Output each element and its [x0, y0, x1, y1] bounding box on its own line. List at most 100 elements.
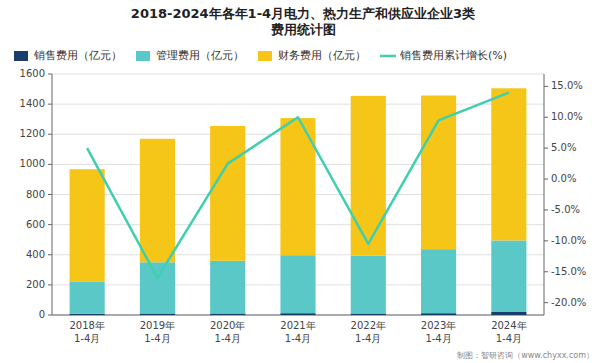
- tick-label: 15.0%: [551, 80, 583, 91]
- bar: [140, 313, 175, 315]
- tick-mark: [544, 240, 548, 241]
- marks: [70, 88, 527, 315]
- legend: 销售费用（亿元） 管理费用（亿元） 财务费用（亿元） 销售费用累计增长(%): [14, 49, 507, 62]
- tick-label-line: 1-4月: [215, 333, 241, 344]
- bar: [140, 139, 175, 263]
- title-line: 费用统计图: [270, 22, 336, 37]
- x-axis: 2018年1-4月2019年1-4月2020年1-4月2021年1-4月2022…: [52, 315, 544, 344]
- bar: [491, 240, 526, 312]
- tick-label: 1200: [20, 128, 45, 139]
- tick-label: 5.0%: [551, 142, 576, 153]
- tick-mark: [48, 134, 52, 135]
- tick-label-line: 2022年: [351, 320, 386, 331]
- tick-label: 800: [26, 189, 45, 200]
- legend-item: 财务费用（亿元）: [258, 49, 366, 62]
- grid: [52, 74, 544, 315]
- tick-mark: [544, 179, 548, 180]
- tick-label: -15.0%: [551, 266, 586, 277]
- bar: [210, 126, 245, 261]
- tick-label: -10.0%: [551, 235, 586, 246]
- tick-label: 2018年 1-4月: [69, 320, 104, 344]
- bar: [491, 312, 526, 315]
- tick-mark: [48, 254, 52, 255]
- tick-label-line: 2021年: [280, 320, 315, 331]
- bar: [70, 281, 105, 313]
- tick-label: 600: [26, 219, 45, 230]
- tick-label: -20.0%: [551, 297, 586, 308]
- tick-mark: [48, 315, 52, 316]
- legend-label: 销售费用（亿元）: [33, 49, 122, 62]
- tick-label-line: 1-4月: [285, 333, 311, 344]
- tick-mark: [48, 104, 52, 105]
- tick-label: 200: [26, 279, 45, 290]
- tick-mark: [544, 209, 548, 210]
- bar: [280, 313, 315, 315]
- chart: 2018-2024年各年1-4月电力、热力生产和供应业企业3类费用统计图销售费用…: [0, 0, 606, 363]
- bar: [351, 256, 386, 314]
- title-line: 2018-2024年各年1-4月电力、热力生产和供应业企业3类: [131, 6, 475, 21]
- tick-label-line: 1-4月: [355, 333, 381, 344]
- tick-label-line: 1-4月: [425, 333, 451, 344]
- grid-line: [52, 74, 544, 75]
- grid-line: [52, 104, 544, 105]
- legend-label: 管理费用（亿元）: [156, 49, 244, 62]
- tick-label: 2024年 1-4月: [491, 320, 526, 344]
- tick-label: 2019年 1-4月: [140, 320, 175, 344]
- bar: [70, 169, 105, 281]
- bar: [351, 313, 386, 315]
- legend-label: 财务费用（亿元）: [278, 49, 366, 62]
- tick-label: 2020年 1-4月: [210, 320, 245, 344]
- bar: [70, 314, 105, 315]
- legend-item: 销售费用累计增长(%): [380, 49, 507, 62]
- tick-label-line: 2018年: [69, 320, 104, 331]
- tick-label-line: 1-4月: [144, 333, 170, 344]
- tick-mark: [48, 224, 52, 225]
- tick-mark: [48, 284, 52, 285]
- line: [87, 93, 509, 278]
- tick-label-line: 2019年: [140, 320, 175, 331]
- legend-item: 销售费用（亿元）: [14, 49, 122, 62]
- tick-label: 2023年 1-4月: [421, 320, 456, 344]
- bar: [210, 261, 245, 314]
- bar: [210, 313, 245, 315]
- tick-mark: [544, 271, 548, 272]
- axis-line: [544, 74, 545, 315]
- tick-mark: [544, 86, 548, 87]
- tick-mark: [48, 74, 52, 75]
- tick-label: 1400: [20, 98, 45, 109]
- legend-swatch: [380, 55, 396, 58]
- legend-swatch: [136, 51, 150, 61]
- tick-label-line: 1-4月: [496, 333, 522, 344]
- tick-label: 0.0%: [551, 173, 576, 184]
- bar: [421, 96, 456, 250]
- annotation: 制图：智研咨询（www.chyxx.com）: [457, 351, 594, 360]
- tick-mark: [544, 117, 548, 118]
- bar: [140, 262, 175, 313]
- tick-label: 2022年 1-4月: [351, 320, 386, 344]
- tick-mark: [48, 194, 52, 195]
- tick-label-line: 2023年: [421, 320, 456, 331]
- tick-label: -5.0%: [551, 204, 580, 215]
- bar: [421, 249, 456, 313]
- bar: [421, 313, 456, 315]
- tick-mark: [544, 148, 548, 149]
- bar: [491, 88, 526, 240]
- bar: [351, 96, 386, 256]
- tick-label-line: 1-4月: [74, 333, 100, 344]
- legend-swatch: [14, 51, 28, 61]
- tick-label: 10.0%: [551, 111, 583, 122]
- legend-label: 销售费用累计增长(%): [399, 49, 507, 62]
- tick-label: 400: [26, 249, 45, 260]
- tick-label: 1000: [20, 158, 45, 169]
- tick-mark: [544, 302, 548, 303]
- legend-item: 管理费用（亿元）: [136, 49, 244, 62]
- y-axis: 02004006008001000120014001600: [20, 68, 52, 320]
- tick-mark: [48, 164, 52, 165]
- tick-label: 1600: [20, 68, 45, 79]
- title: 2018-2024年各年1-4月电力、热力生产和供应业企业3类费用统计图: [131, 6, 475, 37]
- tick-label: 2021年 1-4月: [280, 320, 315, 344]
- legend-swatch: [258, 51, 272, 61]
- tick-label-line: 2024年: [491, 320, 526, 331]
- bar: [280, 255, 315, 313]
- tick-label-line: 2020年: [210, 320, 245, 331]
